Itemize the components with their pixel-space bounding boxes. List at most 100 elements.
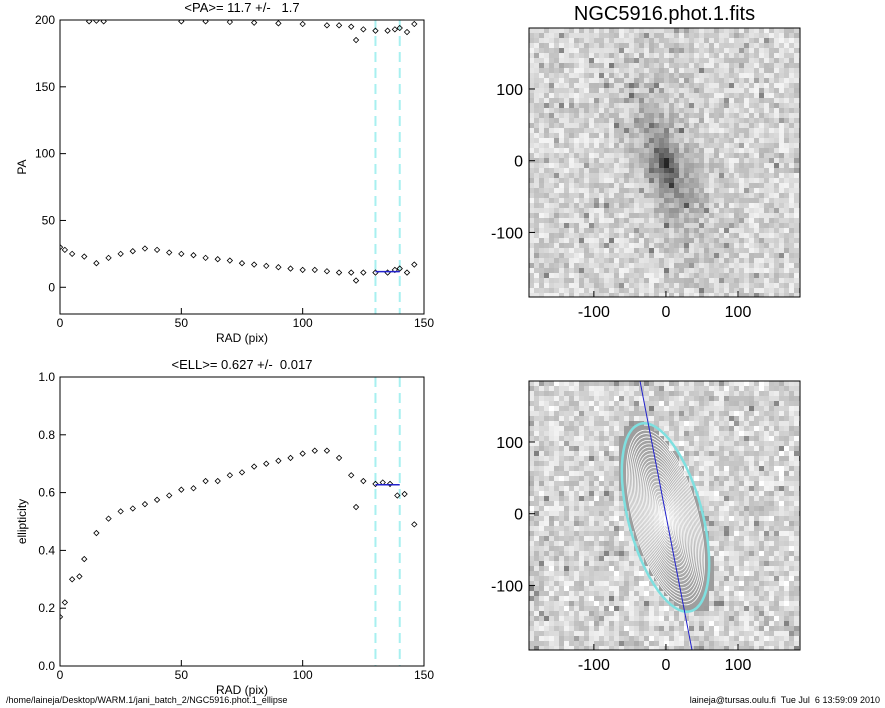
pixel	[534, 158, 539, 163]
pixel	[614, 173, 619, 178]
pixel	[784, 421, 789, 426]
pixel	[584, 128, 589, 133]
pixel	[674, 431, 679, 436]
pixel	[639, 188, 644, 193]
pixel	[689, 33, 694, 38]
pixel	[654, 83, 659, 88]
pixel	[724, 138, 729, 143]
pixel	[529, 386, 534, 391]
pixel	[669, 213, 674, 218]
pixel	[724, 78, 729, 83]
pixel	[574, 406, 579, 411]
pixel	[664, 416, 669, 421]
pixel	[794, 441, 799, 446]
pixel	[784, 521, 789, 526]
pixel	[609, 188, 614, 193]
pixel	[644, 248, 649, 253]
pixel	[774, 253, 779, 258]
pixel	[574, 486, 579, 491]
pixel	[789, 158, 794, 163]
pixel	[749, 511, 754, 516]
pixel	[594, 431, 599, 436]
pixel	[754, 233, 759, 238]
data-point	[403, 269, 411, 276]
pixel	[579, 148, 584, 153]
pixel	[594, 168, 599, 173]
pixel	[754, 93, 759, 98]
pixel	[674, 288, 679, 293]
pixel	[794, 253, 799, 258]
pixel	[744, 128, 749, 133]
pixel	[729, 118, 734, 123]
pixel	[744, 108, 749, 113]
pixel	[594, 38, 599, 43]
pixel	[549, 108, 554, 113]
pixel	[554, 546, 559, 551]
pixel	[734, 113, 739, 118]
pixel	[679, 263, 684, 268]
pixel	[549, 188, 554, 193]
pixel	[554, 396, 559, 401]
pixel	[539, 406, 544, 411]
pixel	[549, 43, 554, 48]
pixel	[754, 78, 759, 83]
pixel	[684, 268, 689, 273]
pixel	[659, 278, 664, 283]
pixel	[654, 431, 659, 436]
pixel	[694, 436, 699, 441]
pixel	[759, 506, 764, 511]
pixel	[784, 406, 789, 411]
data-point	[352, 503, 360, 511]
pixel	[544, 416, 549, 421]
pixel	[714, 68, 719, 73]
pixel	[684, 283, 689, 288]
pixel	[589, 153, 594, 158]
pixel	[529, 288, 534, 293]
pixel	[664, 73, 669, 78]
pixel	[579, 406, 584, 411]
pixel	[679, 88, 684, 93]
pixel	[564, 401, 569, 406]
pixel	[599, 476, 604, 481]
pixel	[634, 486, 639, 491]
pixel	[764, 118, 769, 123]
pixel	[749, 233, 754, 238]
pixel	[694, 143, 699, 148]
pixel	[704, 53, 709, 58]
pixel	[529, 263, 534, 268]
pixel	[599, 158, 604, 163]
pixel	[654, 536, 659, 541]
pixel	[694, 68, 699, 73]
pixel	[719, 511, 724, 516]
pixel	[654, 88, 659, 93]
pixel	[554, 516, 559, 521]
pixel	[729, 446, 734, 451]
pixel	[779, 456, 784, 461]
pixel	[559, 183, 564, 188]
pixel	[714, 208, 719, 213]
pixel	[559, 401, 564, 406]
pixel	[674, 436, 679, 441]
pixel	[734, 183, 739, 188]
pixel	[704, 73, 709, 78]
pixel	[719, 168, 724, 173]
pixel	[794, 541, 799, 546]
pixel	[559, 268, 564, 273]
pixel	[689, 416, 694, 421]
pixel	[729, 481, 734, 486]
pixel	[674, 163, 679, 168]
pixel	[769, 466, 774, 471]
pixel	[699, 83, 704, 88]
pixel	[654, 436, 659, 441]
pixel	[609, 123, 614, 128]
pixel	[789, 481, 794, 486]
pixel	[749, 133, 754, 138]
pixel	[704, 108, 709, 113]
data-point	[250, 463, 258, 470]
pixel	[564, 273, 569, 278]
pixel	[649, 148, 654, 153]
pixel	[629, 248, 634, 253]
pixel	[764, 103, 769, 108]
pixel	[614, 198, 619, 203]
pixel	[659, 58, 664, 63]
